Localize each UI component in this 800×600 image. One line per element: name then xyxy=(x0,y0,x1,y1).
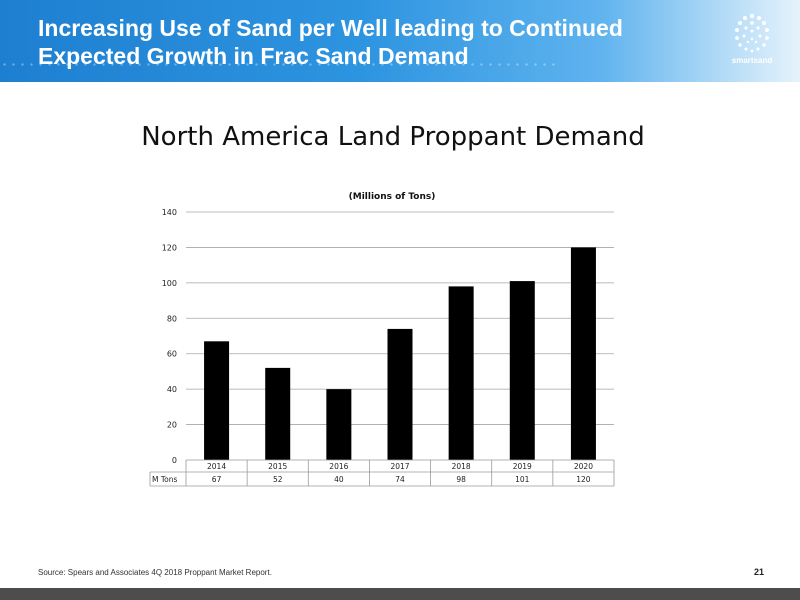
bar-2019 xyxy=(509,281,535,460)
data-label: 74 xyxy=(395,475,405,484)
page-number: 21 xyxy=(753,567,764,577)
data-label: 98 xyxy=(456,475,466,484)
y-tick-label: 140 xyxy=(162,208,177,217)
slide-title-line-1: Increasing Use of Sand per Well leading … xyxy=(38,15,623,41)
data-label: 67 xyxy=(212,475,222,484)
bar-2017 xyxy=(387,328,413,460)
bar-2016 xyxy=(326,389,352,460)
x-tick-label: 2018 xyxy=(452,462,471,471)
chart-subtitle: (Millions of Tons) xyxy=(349,192,436,202)
source-note: Source: Spears and Associates 4Q 2018 Pr… xyxy=(38,568,272,577)
x-tick-label: 2017 xyxy=(390,462,409,471)
header-dot-pattern xyxy=(0,60,560,72)
x-tick-label: 2019 xyxy=(513,462,532,471)
bar-2018 xyxy=(448,286,474,460)
y-tick-label: 40 xyxy=(167,385,177,394)
bar-2015 xyxy=(265,367,291,460)
smartsand-logo: smartsand xyxy=(712,10,792,72)
dotted-sphere-icon xyxy=(735,13,769,53)
logo-text: smartsand xyxy=(731,56,773,65)
slide-title: Increasing Use of Sand per Well leading … xyxy=(38,14,728,70)
x-tick-label: 2014 xyxy=(207,462,226,471)
footer-bar xyxy=(0,588,800,600)
x-tick-label: 2016 xyxy=(329,462,348,471)
chart-title: North America Land Proppant Demand xyxy=(141,122,645,152)
y-tick-label: 80 xyxy=(167,314,177,323)
bar-2014 xyxy=(204,341,230,460)
y-tick-label: 0 xyxy=(172,456,177,465)
y-tick-label: 120 xyxy=(162,243,177,252)
x-tick-label: 2015 xyxy=(268,462,287,471)
y-tick-label: 60 xyxy=(167,350,177,359)
data-label: 120 xyxy=(576,475,591,484)
bar-2020 xyxy=(570,247,596,460)
data-label: 52 xyxy=(273,475,283,484)
data-label: 40 xyxy=(334,475,344,484)
slide-header: Increasing Use of Sand per Well leading … xyxy=(0,0,800,82)
series-label: M Tons xyxy=(152,475,178,484)
y-tick-label: 100 xyxy=(162,279,177,288)
x-tick-label: 2020 xyxy=(574,462,593,471)
slide-title-line-2: Expected Growth in Frac Sand Demand xyxy=(38,43,469,69)
data-label: 101 xyxy=(515,475,530,484)
y-tick-label: 20 xyxy=(167,421,177,430)
